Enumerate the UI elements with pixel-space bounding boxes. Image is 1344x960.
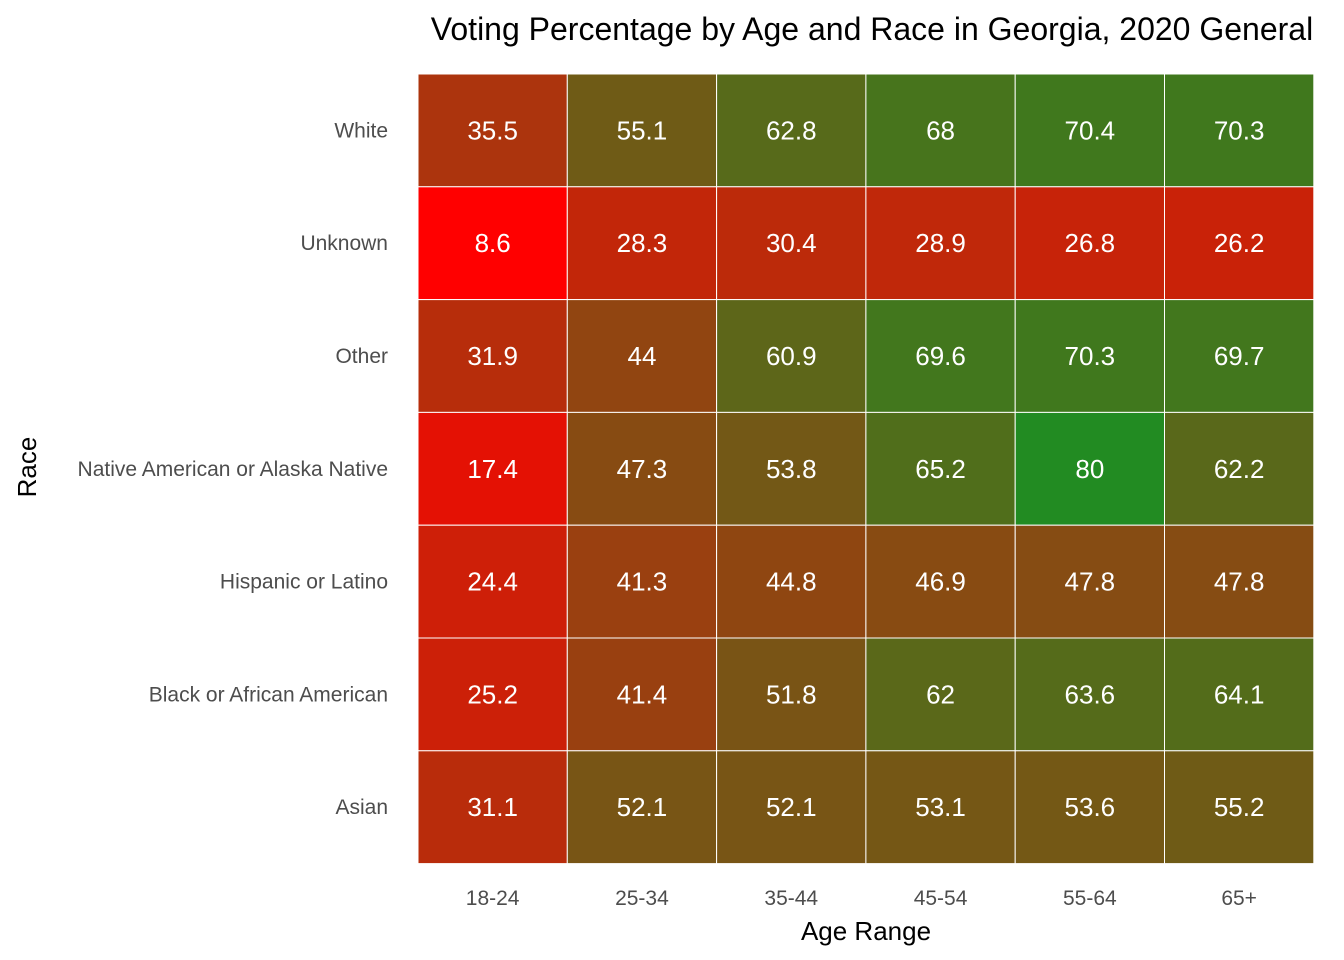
heatmap-cell-other-35-44 bbox=[716, 299, 867, 413]
y-tick-label: Asian bbox=[335, 796, 388, 819]
cell-value-label: 31.1 bbox=[467, 792, 518, 822]
cell-value-label: 44.8 bbox=[766, 567, 817, 597]
cell-value-label: 28.3 bbox=[617, 228, 668, 258]
cell-value-label: 52.1 bbox=[617, 792, 668, 822]
y-axis-title: Race bbox=[12, 437, 42, 498]
cell-value-label: 53.8 bbox=[766, 454, 817, 484]
cell-value-label: 31.9 bbox=[467, 341, 518, 371]
x-tick-label: 65+ bbox=[1221, 887, 1257, 910]
cell-value-label: 65.2 bbox=[915, 454, 966, 484]
heatmap-cell-hispanic-or-latino-55-64 bbox=[1014, 524, 1166, 639]
x-axis-title: Age Range bbox=[801, 916, 931, 946]
x-tick-label: 55-64 bbox=[1063, 887, 1117, 910]
heatmap-cell-white-45-54 bbox=[865, 73, 1016, 188]
heatmap-cell-other-18-24 bbox=[417, 299, 568, 413]
heatmap-cell-unknown-25-34 bbox=[566, 186, 718, 301]
y-tick-label: Other bbox=[335, 345, 388, 368]
cell-value-label: 63.6 bbox=[1065, 679, 1116, 709]
cell-value-label: 35.5 bbox=[467, 115, 518, 145]
cell-value-label: 46.9 bbox=[915, 567, 966, 597]
heatmap-cell-black-or-african-american-18-24 bbox=[417, 637, 568, 752]
heatmap-cell-other-65plus bbox=[1164, 299, 1315, 413]
heatmap-cell-black-or-african-american-55-64 bbox=[1014, 637, 1166, 752]
y-tick-label: Black or African American bbox=[149, 683, 388, 706]
heatmap-cell-unknown-65plus bbox=[1164, 186, 1315, 301]
heatmap-cell-white-55-64 bbox=[1014, 73, 1166, 188]
heatmap-cell-asian-18-24 bbox=[417, 750, 568, 865]
heatmap-cell-native-american-or-alaska-native-18-24 bbox=[417, 411, 568, 526]
y-axis-tick-labels: White Unknown Other Native American or Alas… bbox=[78, 119, 388, 819]
heatmap-cell-asian-25-34 bbox=[566, 750, 718, 865]
heatmap-cell-white-25-34 bbox=[566, 73, 718, 188]
heatmap-cell-asian-45-54 bbox=[865, 750, 1016, 865]
cell-value-label: 41.3 bbox=[617, 567, 668, 597]
x-tick-label: 45-54 bbox=[914, 887, 968, 910]
cell-value-label: 60.9 bbox=[766, 341, 817, 371]
cell-value-label: 47.8 bbox=[1214, 567, 1265, 597]
x-axis-tick-labels: 18-24 25-34 35-44 45-54 55-64 65+ bbox=[466, 887, 1257, 910]
cell-value-label: 47.8 bbox=[1065, 567, 1116, 597]
cell-value-label: 25.2 bbox=[467, 679, 518, 709]
y-tick-label: Hispanic or Latino bbox=[220, 571, 388, 594]
cell-value-label: 51.8 bbox=[766, 679, 817, 709]
heatmap-cell-other-55-64 bbox=[1014, 299, 1166, 413]
heatmap-cells bbox=[417, 73, 1315, 865]
y-tick-label: Unknown bbox=[300, 232, 388, 255]
heatmap-cell-hispanic-or-latino-45-54 bbox=[865, 524, 1016, 639]
cell-value-label: 62 bbox=[926, 679, 955, 709]
heatmap-cell-native-american-or-alaska-native-45-54 bbox=[865, 411, 1016, 526]
heatmap-cell-unknown-45-54 bbox=[865, 186, 1016, 301]
heatmap-cell-asian-65plus bbox=[1164, 750, 1315, 865]
heatmap-cell-asian-55-64 bbox=[1014, 750, 1166, 865]
x-tick-label: 18-24 bbox=[466, 887, 520, 910]
heatmap-cell-native-american-or-alaska-native-65plus bbox=[1164, 411, 1315, 526]
cell-value-label: 62.8 bbox=[766, 115, 817, 145]
cell-value-label: 53.1 bbox=[915, 792, 966, 822]
cell-value-label: 68 bbox=[926, 115, 955, 145]
cell-value-label: 69.7 bbox=[1214, 341, 1265, 371]
cell-value-label: 70.4 bbox=[1065, 115, 1116, 145]
heatmap-cell-white-18-24 bbox=[417, 73, 568, 188]
cell-value-label: 55.1 bbox=[617, 115, 668, 145]
cell-value-label: 64.1 bbox=[1214, 679, 1265, 709]
cell-value-label: 24.4 bbox=[467, 567, 518, 597]
heatmap-cell-native-american-or-alaska-native-35-44 bbox=[716, 411, 867, 526]
heatmap-cell-hispanic-or-latino-18-24 bbox=[417, 524, 568, 639]
y-tick-label: White bbox=[334, 119, 388, 142]
cell-value-label: 70.3 bbox=[1065, 341, 1116, 371]
heatmap-cell-native-american-or-alaska-native-55-64 bbox=[1014, 411, 1166, 526]
cell-value-label: 26.8 bbox=[1065, 228, 1116, 258]
cell-value-label: 28.9 bbox=[915, 228, 966, 258]
cell-value-label: 55.2 bbox=[1214, 792, 1265, 822]
cell-value-label: 69.6 bbox=[915, 341, 966, 371]
heatmap-cell-black-or-african-american-65plus bbox=[1164, 637, 1315, 752]
cell-value-label: 41.4 bbox=[617, 679, 668, 709]
heatmap-cell-white-35-44 bbox=[716, 73, 867, 188]
heatmap-cell-other-45-54 bbox=[865, 299, 1016, 413]
heatmap-cell-hispanic-or-latino-35-44 bbox=[716, 524, 867, 639]
heatmap-cell-hispanic-or-latino-65plus bbox=[1164, 524, 1315, 639]
x-tick-label: 25-34 bbox=[615, 887, 669, 910]
cell-value-label: 70.3 bbox=[1214, 115, 1265, 145]
cell-value-label: 62.2 bbox=[1214, 454, 1265, 484]
heatmap-cell-other-25-34 bbox=[566, 299, 718, 413]
cell-value-label: 30.4 bbox=[766, 228, 817, 258]
heatmap-cell-native-american-or-alaska-native-25-34 bbox=[566, 411, 718, 526]
cell-value-label: 80 bbox=[1075, 454, 1104, 484]
heatmap-cell-asian-35-44 bbox=[716, 750, 867, 865]
cell-value-label: 52.1 bbox=[766, 792, 817, 822]
heatmap-cell-white-65plus bbox=[1164, 73, 1315, 188]
y-tick-label: Native American or Alaska Native bbox=[78, 458, 388, 481]
cell-value-labels: 35.5 55.1 62.8 68 70.4 70.3 8.6 28.3 30.4 28.9 26.… bbox=[467, 115, 1264, 822]
chart-title: Voting Percentage by Age and Race in Geo… bbox=[431, 11, 1313, 47]
cell-value-label: 26.2 bbox=[1214, 228, 1265, 258]
cell-value-label: 8.6 bbox=[475, 228, 511, 258]
cell-value-label: 47.3 bbox=[617, 454, 668, 484]
cell-value-label: 17.4 bbox=[467, 454, 518, 484]
cell-value-label: 53.6 bbox=[1065, 792, 1116, 822]
x-tick-label: 35-44 bbox=[764, 887, 818, 910]
cell-value-label: 44 bbox=[627, 341, 656, 371]
